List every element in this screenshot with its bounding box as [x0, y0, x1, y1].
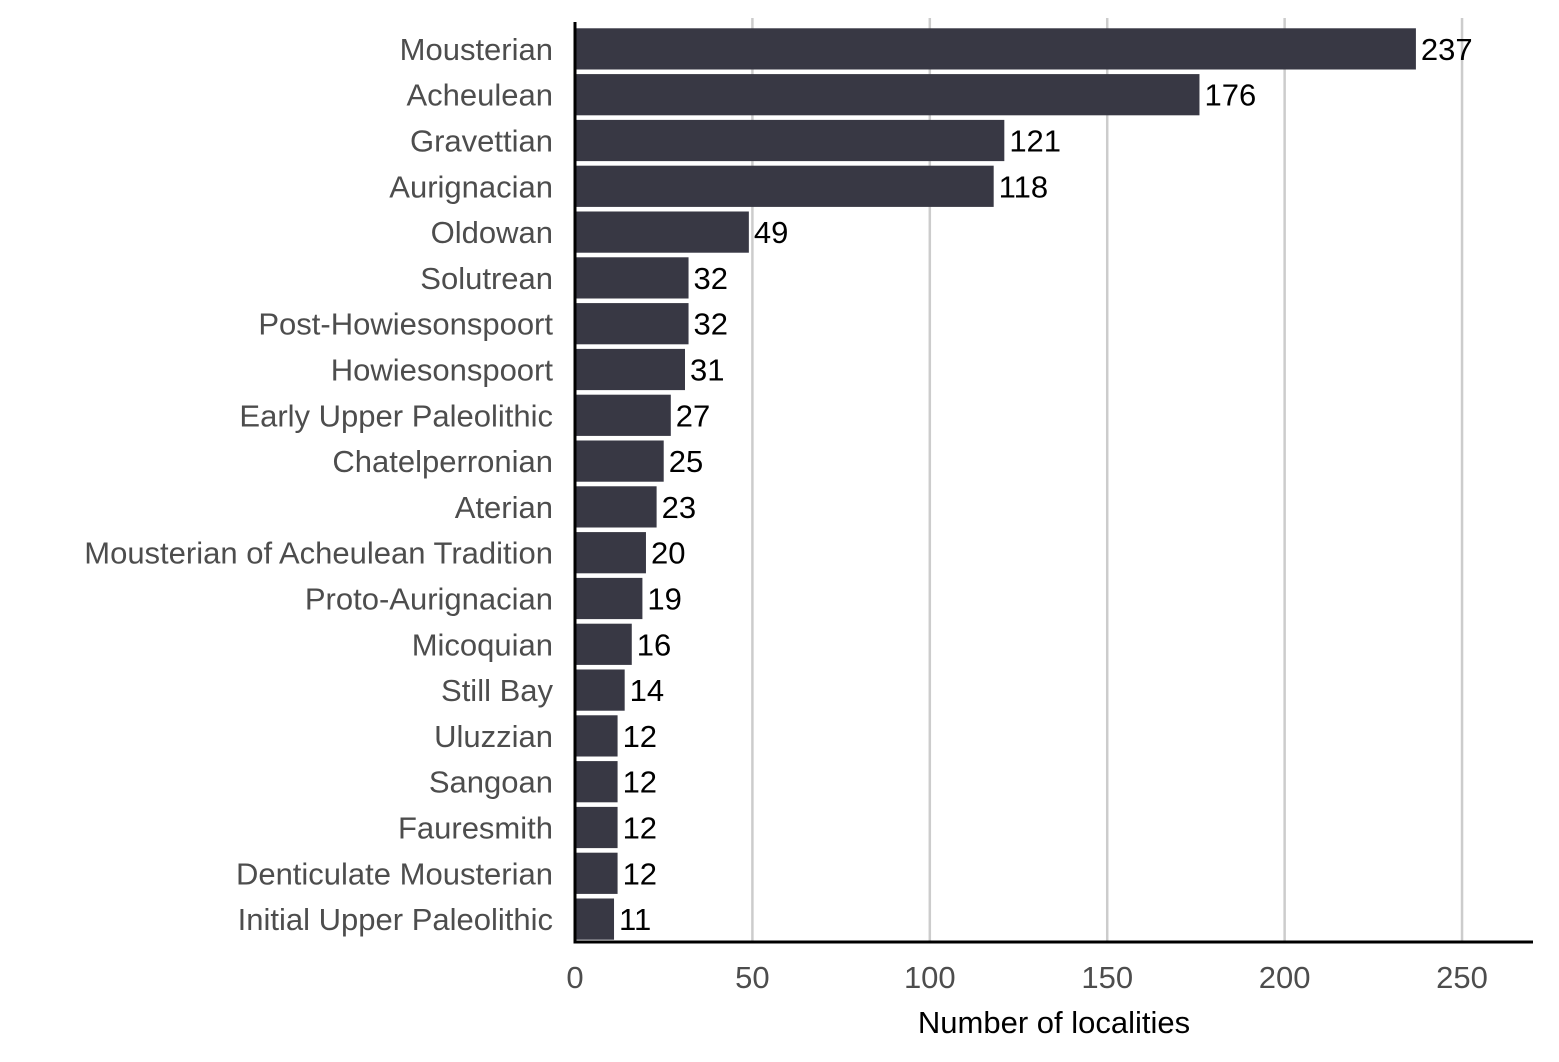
category-label-initial-upper-paleolithic: Initial Upper Paleolithic [238, 902, 553, 937]
data-label-fauresmith: 12 [623, 811, 657, 846]
data-label-micoquian: 16 [637, 627, 671, 662]
bar-acheulean [575, 74, 1200, 116]
data-label-uluzzian: 12 [623, 719, 657, 754]
data-label-acheulean: 176 [1204, 78, 1256, 113]
category-label-proto-aurignacian: Proto-Aurignacian [305, 582, 553, 617]
data-label-post-howiesonspoort: 32 [694, 307, 728, 342]
bar-initial-upper-paleolithic [575, 898, 615, 940]
data-label-mousterian-of-acheulean-tradition: 20 [651, 536, 685, 571]
bar-howiesonspoort [575, 348, 685, 391]
category-label-solutrean: Solutrean [420, 261, 553, 296]
bar-mousterian-of-acheulean-tradition [575, 532, 646, 574]
category-label-fauresmith: Fauresmith [398, 811, 553, 846]
data-label-aterian: 23 [662, 490, 696, 525]
tick-label-layer: 0 50 100 150 200 250 [566, 960, 1488, 995]
category-label-chatelperronian: Chatelperronian [332, 444, 553, 479]
data-label-mousterian: 237 [1421, 32, 1473, 67]
bar-solutrean [575, 257, 689, 299]
category-label-early-upper-paleolithic: Early Upper Paleolithic [239, 398, 553, 433]
bar-oldowan [575, 211, 749, 253]
category-label-mousterian: Mousterian [400, 32, 553, 67]
data-label-oldowan: 49 [754, 215, 788, 250]
bar-denticulate-mousterian [575, 852, 618, 894]
data-label-proto-aurignacian: 19 [647, 582, 681, 617]
category-label-mousterian-of-acheulean-tradition: Mousterian of Acheulean Tradition [84, 536, 553, 571]
bar-layer [575, 28, 1416, 940]
bar-aterian [575, 486, 657, 528]
bar-chatelperronian [575, 440, 664, 482]
bar-micoquian [575, 623, 632, 665]
category-label-still-bay: Still Bay [441, 673, 553, 708]
category-label-aurignacian: Aurignacian [389, 169, 553, 204]
category-label-aterian: Aterian [455, 490, 553, 525]
data-label-denticulate-mousterian: 12 [623, 856, 657, 891]
bar-gravettian [575, 119, 1005, 162]
data-label-howiesonspoort: 31 [690, 353, 724, 388]
bar-mousterian [575, 28, 1416, 70]
data-label-layer: 237 176 121 118 49 32 32 31 27 25 23 20 19 16 14 12 12 12… [619, 32, 1473, 937]
category-label-howiesonspoort: Howiesonspoort [331, 353, 554, 388]
category-label-acheulean: Acheulean [406, 78, 553, 113]
bar-aurignacian [575, 165, 994, 207]
bar-uluzzian [575, 715, 618, 757]
category-label-micoquian: Micoquian [412, 627, 553, 662]
bar-post-howiesonspoort [575, 303, 689, 345]
x-tick-label-50: 50 [735, 960, 769, 995]
data-label-early-upper-paleolithic: 27 [676, 398, 710, 433]
bar-proto-aurignacian [575, 577, 643, 620]
x-tick-label-0: 0 [566, 960, 583, 995]
category-label-oldowan: Oldowan [431, 215, 553, 250]
data-label-sangoan: 12 [623, 765, 657, 800]
data-label-aurignacian: 118 [999, 169, 1048, 204]
bar-sangoan [575, 761, 618, 803]
data-label-chatelperronian: 25 [669, 444, 703, 479]
x-tick-label-150: 150 [1081, 960, 1133, 995]
category-label-denticulate-mousterian: Denticulate Mousterian [236, 856, 553, 891]
data-label-solutrean: 32 [694, 261, 728, 296]
category-label-gravettian: Gravettian [410, 124, 553, 159]
axis-layer [573, 22, 1533, 944]
x-tick-label-250: 250 [1436, 960, 1488, 995]
data-label-still-bay: 14 [630, 673, 664, 708]
category-label-layer: Mousterian Acheulean Gravettian Aurignacian… [84, 32, 553, 937]
category-label-sangoan: Sangoan [429, 765, 553, 800]
category-label-post-howiesonspoort: Post-Howiesonspoort [258, 307, 553, 342]
x-axis-title: Number of localities [918, 1005, 1190, 1040]
data-label-initial-upper-paleolithic: 11 [619, 902, 651, 937]
category-label-uluzzian: Uluzzian [434, 719, 553, 754]
x-tick-label-200: 200 [1259, 960, 1311, 995]
bar-early-upper-paleolithic [575, 394, 671, 436]
data-label-gravettian: 121 [1009, 124, 1061, 159]
x-tick-label-100: 100 [904, 960, 956, 995]
bar-fauresmith [575, 806, 618, 849]
bar-still-bay [575, 669, 625, 711]
